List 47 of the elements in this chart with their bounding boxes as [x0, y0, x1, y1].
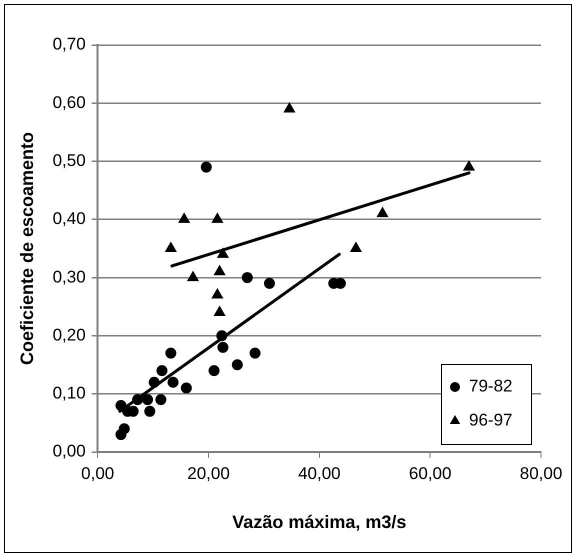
y-tick-label: 0,20	[52, 325, 86, 344]
y-tick-label: 0,60	[52, 92, 86, 112]
point	[376, 207, 388, 218]
point	[214, 265, 226, 276]
x-tick-label: 20,00	[187, 464, 230, 483]
y-tick-label: 0,00	[52, 442, 86, 461]
point	[284, 102, 296, 112]
x-tick-label: 60,00	[408, 464, 452, 483]
y-axis-title: Coeficiente de escoamento	[16, 132, 37, 366]
point	[463, 160, 475, 171]
y-tick-label: 0,50	[52, 150, 86, 170]
point	[217, 342, 228, 353]
point	[165, 348, 176, 359]
point	[217, 248, 229, 258]
point	[212, 212, 224, 223]
y-tick-label: 0,30	[52, 267, 86, 286]
x-tick-label: 80,00	[520, 464, 562, 483]
point	[212, 288, 224, 299]
x-tick-label: 40,00	[298, 464, 341, 483]
point	[264, 278, 275, 289]
point	[165, 242, 177, 252]
point	[180, 382, 192, 394]
point	[168, 376, 179, 388]
point	[216, 330, 228, 342]
point	[232, 359, 243, 370]
x-tick-label: 0,00	[81, 464, 114, 483]
x-axis-title: Vazão máxima, m3/s	[232, 512, 406, 532]
point	[132, 394, 144, 406]
y-tick-label: 0,70	[52, 34, 86, 54]
point	[142, 394, 154, 406]
point	[187, 271, 199, 282]
legend-label: 79-82	[469, 376, 512, 396]
legend-label: 96-97	[469, 410, 512, 430]
point	[144, 406, 156, 417]
point	[148, 376, 160, 388]
point	[242, 272, 253, 284]
point	[155, 394, 166, 406]
point	[115, 400, 126, 411]
y-tick-label: 0,10	[52, 384, 86, 403]
point	[350, 242, 362, 252]
point	[214, 306, 226, 316]
y-tick-label: 0,40	[52, 209, 86, 228]
point	[208, 365, 220, 376]
point	[156, 365, 168, 376]
point	[118, 423, 130, 434]
point	[250, 348, 261, 359]
point	[178, 212, 190, 223]
